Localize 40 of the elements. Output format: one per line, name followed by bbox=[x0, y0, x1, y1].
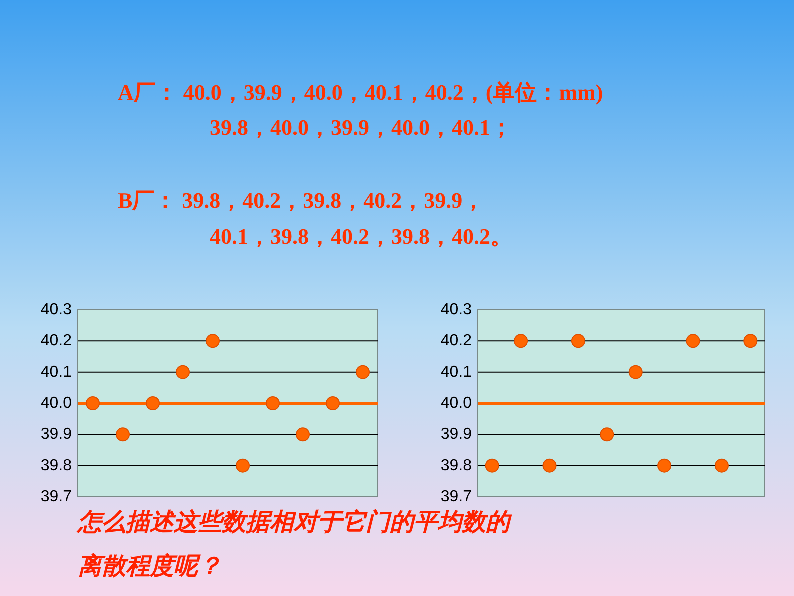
point bbox=[116, 428, 130, 442]
y-tick-label: 40.2 bbox=[440, 332, 472, 350]
point bbox=[86, 396, 100, 410]
point bbox=[296, 428, 310, 442]
y-tick-label: 39.7 bbox=[40, 488, 72, 506]
y-tick-label: 39.9 bbox=[440, 426, 472, 444]
y-tick-label: 40.1 bbox=[440, 364, 472, 381]
text: 39.8，40.0，39.9，40.0，40.1； bbox=[210, 115, 512, 140]
y-tick-label: 39.7 bbox=[440, 488, 472, 506]
point bbox=[542, 458, 557, 473]
point bbox=[356, 365, 370, 380]
point bbox=[326, 396, 340, 410]
point bbox=[658, 458, 672, 473]
y-tick-label: 40.0 bbox=[440, 395, 472, 412]
point bbox=[266, 396, 280, 410]
point bbox=[485, 458, 500, 473]
point bbox=[514, 334, 528, 348]
text: 40.1，39.8，40.2，39.8，40.2。 bbox=[210, 224, 512, 249]
text: 离散程度呢？ bbox=[78, 552, 222, 580]
point bbox=[686, 334, 700, 348]
y-tick-label: 39.8 bbox=[440, 457, 472, 474]
point bbox=[714, 458, 729, 473]
y-tick-label: 39.8 bbox=[40, 457, 72, 474]
point bbox=[236, 458, 250, 473]
point bbox=[146, 396, 160, 410]
point bbox=[628, 365, 643, 380]
y-tick-label: 40.1 bbox=[40, 364, 72, 381]
y-tick-label: 40.3 bbox=[40, 302, 72, 318]
text: 怎么描述这些数据相对于它门的平均数的 bbox=[76, 508, 513, 536]
point bbox=[176, 365, 190, 380]
point bbox=[206, 334, 220, 348]
point bbox=[571, 334, 586, 348]
y-tick-label: 39.9 bbox=[40, 426, 72, 444]
y-tick-label: 40.2 bbox=[40, 332, 72, 350]
text: A厂： 40.0，39.9，40.0，40.1，40.2，(单位：mm) bbox=[118, 80, 604, 105]
point bbox=[600, 428, 614, 442]
y-tick-label: 40.0 bbox=[40, 395, 72, 412]
text: B厂： 39.8，40.2，39.8，40.2，39.9， bbox=[118, 188, 485, 213]
point bbox=[744, 334, 758, 348]
y-tick-label: 40.3 bbox=[440, 302, 472, 318]
